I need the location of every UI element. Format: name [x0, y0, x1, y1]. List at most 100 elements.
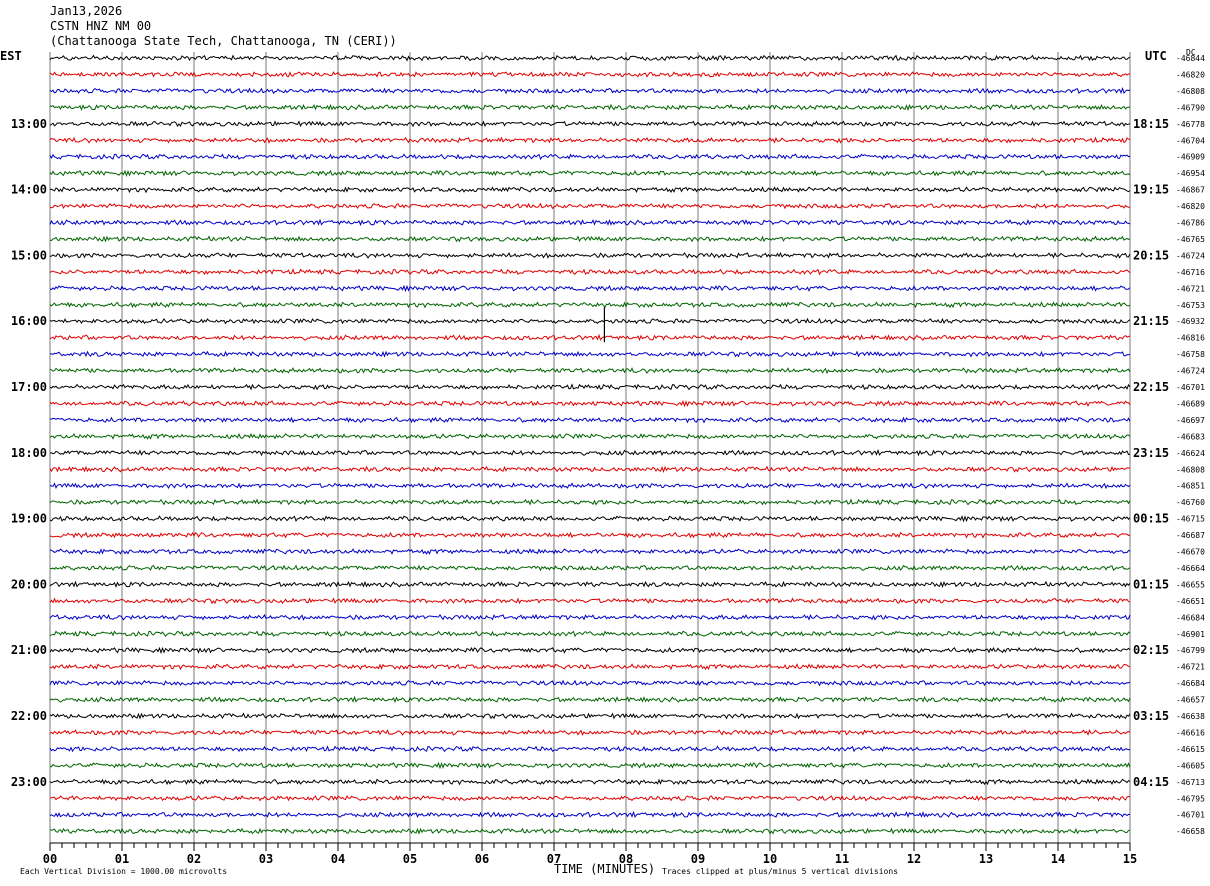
x-tick-label: 09: [691, 852, 705, 866]
x-tick-label: 11: [835, 852, 849, 866]
x-tick-label: 06: [475, 852, 489, 866]
dc-offset-label: -46778: [1176, 120, 1205, 129]
right-hour-label: 21:15: [1133, 314, 1169, 328]
left-hour-label: 18:00: [11, 446, 47, 460]
left-timezone-label: EST: [0, 49, 22, 63]
clip-note: Traces clipped at plus/minus 5 vertical …: [662, 867, 899, 876]
seismic-trace-24: [49, 432, 1131, 440]
dc-offset-label: -46697: [1176, 416, 1205, 425]
left-hour-label: 23:00: [11, 775, 47, 789]
seismic-trace-3: [49, 86, 1131, 95]
x-tick-label: 00: [43, 852, 57, 866]
x-tick-label: 01: [115, 852, 129, 866]
seismic-trace-45: [49, 778, 1131, 786]
x-axis-title: TIME (MINUTES): [554, 862, 656, 876]
seismic-trace-17: [49, 317, 1131, 325]
seismic-trace-14: [49, 268, 1131, 276]
seismic-trace-11: [49, 218, 1131, 227]
x-tick-label: 07: [547, 852, 561, 866]
seismic-trace-29: [49, 515, 1131, 523]
dc-offset-label: -46901: [1176, 630, 1205, 639]
seismic-trace-16: [49, 301, 1131, 309]
dc-offset-label: -46721: [1176, 284, 1205, 293]
dc-offset-label: -46657: [1176, 696, 1205, 705]
dc-offset-label: -46851: [1176, 482, 1205, 491]
seismic-trace-6: [49, 136, 1131, 144]
seismic-trace-19: [50, 350, 1131, 358]
dc-offset-label: -46638: [1176, 712, 1205, 721]
dc-offset-label: -46701: [1176, 383, 1205, 392]
left-hour-label: 20:00: [11, 577, 47, 591]
dc-offset-label: -46844: [1176, 54, 1205, 63]
x-tick-label: 08: [619, 852, 633, 866]
header-station: CSTN HNZ NM 00: [50, 19, 152, 33]
dc-offset-label: -46808: [1176, 87, 1205, 96]
seismic-trace-15: [49, 284, 1131, 293]
seismic-trace-32: [49, 564, 1131, 572]
seismic-trace-33: [49, 580, 1131, 589]
header-location: (Chattanooga State Tech, Chattanooga, TN…: [50, 34, 397, 48]
plot-header: Jan13,2026 CSTN HNZ NM 00 (Chattanooga S…: [50, 4, 397, 49]
x-tick-label: 10: [763, 852, 777, 866]
dc-offset-label: -46790: [1176, 103, 1205, 112]
seismic-trace-12: [49, 235, 1131, 243]
left-hour-label: 19:00: [11, 512, 47, 526]
dc-offset-label: -46820: [1176, 202, 1205, 211]
seismic-trace-21: [49, 383, 1131, 391]
seismic-trace-38: [49, 663, 1131, 671]
dc-offset-label: -46715: [1176, 515, 1205, 524]
dc-offset-label: -46758: [1176, 350, 1205, 359]
dc-column-label: DC: [1186, 48, 1196, 57]
seismic-trace-46: [49, 794, 1131, 802]
left-hour-label: 14:00: [11, 183, 47, 197]
right-hour-label: 00:15: [1133, 512, 1169, 526]
scale-note: Each Vertical Division = 1000.00 microvo…: [20, 867, 228, 876]
seismic-trace-9: [49, 186, 1131, 194]
left-hour-label: 21:00: [11, 643, 47, 657]
right-hour-label: 01:15: [1133, 577, 1169, 591]
dc-offset-label: -46716: [1176, 268, 1205, 277]
dc-offset-label: -46808: [1176, 465, 1205, 474]
seismic-trace-26: [49, 465, 1131, 473]
seismic-trace-27: [49, 482, 1131, 490]
dc-offset-label: -46704: [1176, 136, 1205, 145]
seismic-trace-47: [49, 810, 1131, 819]
dc-offset-label: -46624: [1176, 449, 1205, 458]
seismic-trace-7: [49, 153, 1131, 161]
right-hour-label: 20:15: [1133, 248, 1169, 262]
seismic-trace-31: [49, 548, 1131, 555]
seismic-trace-20: [49, 366, 1131, 375]
seismic-trace-37: [49, 646, 1131, 655]
seismic-trace-43: [49, 745, 1131, 753]
seismic-trace-5: [49, 120, 1131, 128]
seismic-trace-23: [49, 416, 1131, 424]
seismic-trace-4: [49, 103, 1131, 112]
right-timezone-label: UTC: [1145, 49, 1167, 63]
x-tick-label: 14: [1051, 852, 1065, 866]
right-hour-label: 18:15: [1133, 117, 1169, 131]
dc-offset-label: -46932: [1176, 317, 1205, 326]
dc-offset-label: -46721: [1176, 663, 1205, 672]
seismic-trace-28: [49, 498, 1131, 506]
dc-offset-label: -46683: [1176, 432, 1205, 441]
right-hour-label: 04:15: [1133, 775, 1169, 789]
dc-offset-label: -46687: [1176, 531, 1205, 540]
dc-offset-label: -46651: [1176, 597, 1205, 606]
seismic-trace-18: [49, 333, 1131, 342]
dc-offset-label: -46615: [1176, 745, 1205, 754]
seismic-trace-13: [49, 251, 1131, 259]
dc-offset-label: -46684: [1176, 613, 1205, 622]
seismic-trace-30: [49, 531, 1131, 539]
dc-offset-label: -46816: [1176, 334, 1205, 343]
right-hour-label: 23:15: [1133, 446, 1169, 460]
seismic-trace-41: [49, 712, 1131, 720]
dc-offset-label: -46954: [1176, 169, 1205, 178]
seismic-trace-25: [49, 448, 1131, 457]
seismic-trace-22: [49, 399, 1131, 408]
seismic-trace-42: [49, 728, 1131, 737]
dc-offset-label: -46701: [1176, 811, 1205, 820]
dc-offset-label: -46689: [1176, 399, 1205, 408]
left-hour-label: 16:00: [11, 314, 47, 328]
left-hour-label: 15:00: [11, 248, 47, 262]
left-hour-label: 22:00: [11, 709, 47, 723]
